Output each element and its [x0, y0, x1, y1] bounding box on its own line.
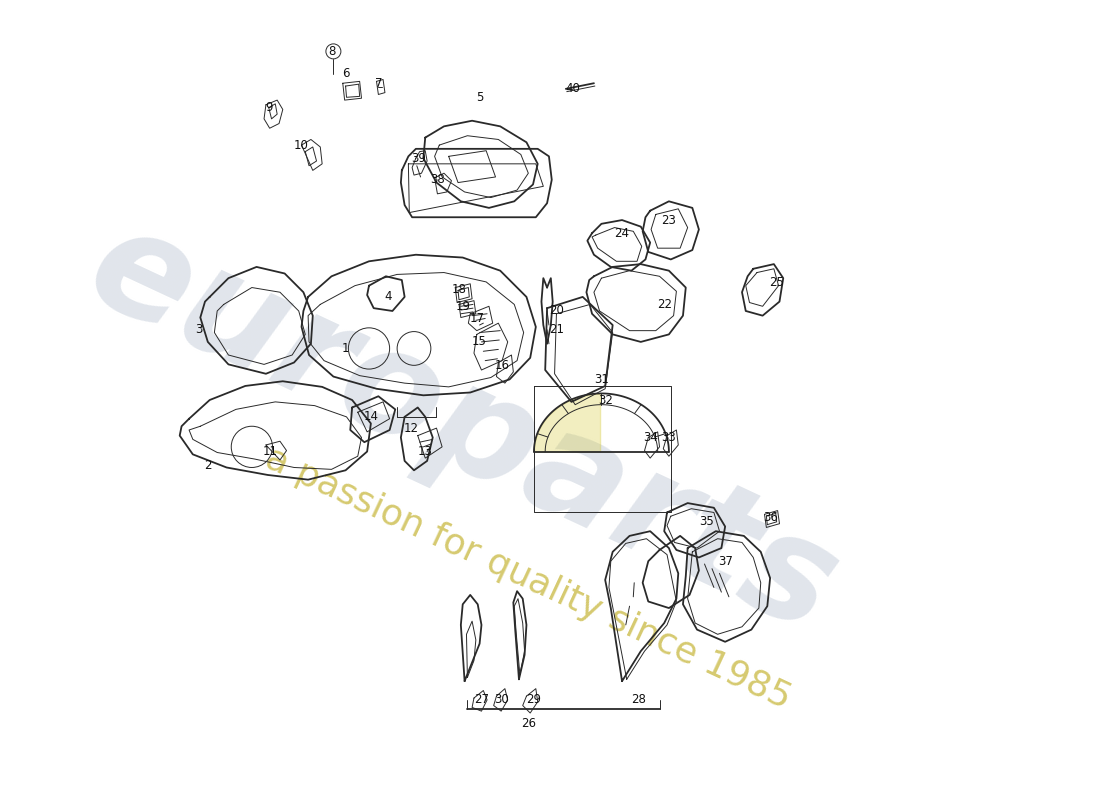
Text: 18: 18 — [451, 283, 466, 296]
Text: 29: 29 — [527, 694, 541, 706]
Text: 36: 36 — [762, 510, 778, 524]
Text: 28: 28 — [631, 694, 647, 706]
Text: 13: 13 — [418, 445, 432, 458]
Text: 34: 34 — [642, 431, 658, 444]
Text: 40: 40 — [565, 82, 581, 95]
Text: 3: 3 — [195, 323, 202, 336]
Text: 35: 35 — [698, 515, 714, 528]
Text: europarts: europarts — [67, 194, 858, 662]
Text: 11: 11 — [263, 445, 278, 458]
Text: 37: 37 — [717, 554, 733, 568]
Text: 6: 6 — [342, 67, 350, 80]
Text: 2: 2 — [205, 459, 211, 472]
Text: 33: 33 — [661, 431, 676, 444]
Text: 38: 38 — [430, 174, 444, 186]
Text: 23: 23 — [661, 214, 676, 226]
Text: 16: 16 — [495, 359, 509, 372]
Text: 22: 22 — [657, 298, 672, 311]
Text: 39: 39 — [411, 152, 426, 165]
Text: 12: 12 — [404, 422, 419, 434]
Text: 24: 24 — [615, 226, 629, 240]
Text: 20: 20 — [549, 305, 564, 318]
Text: 27: 27 — [474, 694, 490, 706]
Text: 15: 15 — [471, 335, 486, 348]
Text: 30: 30 — [494, 694, 508, 706]
Text: 7: 7 — [375, 77, 382, 90]
Text: 10: 10 — [294, 138, 309, 151]
Text: 31: 31 — [594, 373, 609, 386]
Text: 26: 26 — [520, 717, 536, 730]
Text: 4: 4 — [384, 290, 392, 303]
Text: 17: 17 — [470, 312, 484, 325]
Text: 14: 14 — [363, 410, 378, 423]
Text: a passion for quality since 1985: a passion for quality since 1985 — [260, 441, 796, 715]
Text: 5: 5 — [476, 90, 483, 104]
Text: 25: 25 — [769, 276, 784, 290]
Text: 21: 21 — [549, 323, 564, 336]
Text: 8: 8 — [328, 45, 336, 58]
Text: 1: 1 — [342, 342, 350, 355]
Text: 19: 19 — [456, 300, 471, 313]
Text: 9: 9 — [265, 101, 273, 114]
Text: 32: 32 — [597, 394, 613, 406]
